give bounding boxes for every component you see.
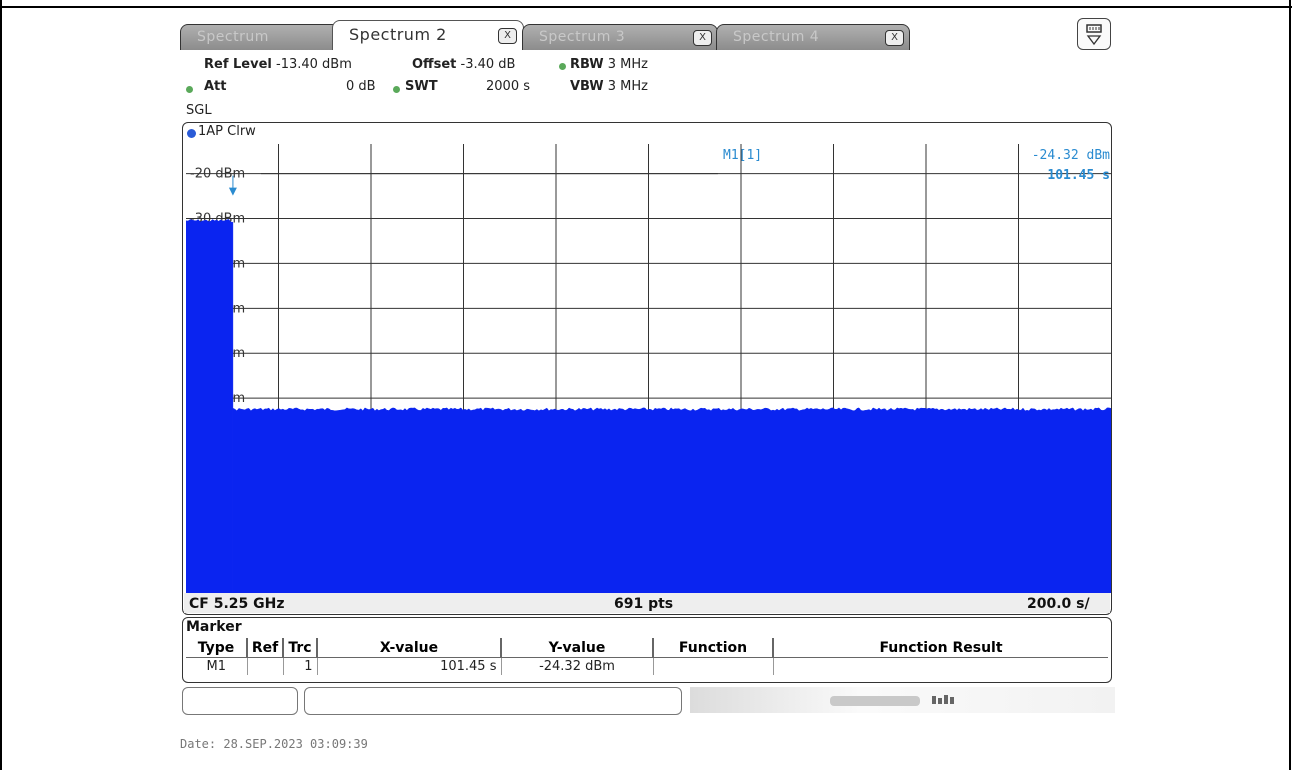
center-frequency: CF 5.25 GHz: [189, 596, 285, 612]
col-function-result: Function Result: [773, 638, 1108, 658]
frame-left-border: [0, 0, 2, 770]
y-tick-label: -20 dBm: [190, 167, 245, 182]
ref-level: Ref Level -13.40 dBm: [204, 57, 352, 72]
trace-segment-0: [186, 219, 234, 593]
close-icon[interactable]: X: [693, 30, 712, 46]
diagram-footer: [184, 593, 1110, 613]
tab-menu-icon: [1086, 24, 1102, 46]
tab-label: Spectrum 2: [349, 25, 447, 44]
frame-top-border: [0, 0, 1292, 8]
status-field-message[interactable]: [304, 687, 682, 715]
offset: Offset -3.40 dB: [412, 57, 516, 72]
col-function: Function: [653, 638, 774, 658]
trace-indicator-icon: [187, 129, 196, 138]
marker-table-title: Marker: [186, 619, 242, 635]
rbw-coupled-icon: [559, 63, 566, 70]
swt-label: SWT: [405, 79, 438, 94]
span-per-div: 200.0 s/: [1027, 596, 1090, 612]
trace-area: [186, 219, 1111, 593]
tab-spectrum-2[interactable]: Spectrum 2 X: [332, 20, 524, 50]
cell-y-value: -24.32 dBm: [501, 657, 654, 675]
sweep-points: 691 pts: [614, 596, 674, 612]
att-value: 0 dB: [346, 79, 376, 94]
capture-date: Date: 28.SEP.2023 03:09:39: [180, 737, 368, 751]
tab-menu-button[interactable]: [1077, 18, 1111, 50]
status-field-left[interactable]: [182, 687, 298, 715]
frame-right-border: [1289, 0, 1291, 770]
cell-x-value: 101.45 s: [317, 657, 502, 675]
marker-table-header: Type Ref Trc X-value Y-value Function Fu…: [186, 638, 1108, 658]
cell-ref: [247, 657, 284, 675]
status-icon: [930, 694, 962, 706]
col-trc: Trc: [283, 638, 318, 658]
marker-readout-time: 101.45 s: [1047, 168, 1110, 183]
col-y-value: Y-value: [501, 638, 654, 658]
tab-bar: Spectrum Spectrum 2 X Spectrum 3 X Spect…: [180, 20, 1115, 50]
cell-trc: 1: [283, 657, 318, 675]
att-label: Att: [204, 79, 227, 94]
swt-coupled-icon: [393, 86, 400, 93]
swt-value: 2000 s: [486, 79, 530, 94]
tab-label: Spectrum 3: [539, 29, 626, 45]
table-row[interactable]: M1 1 101.45 s -24.32 dBm: [186, 657, 1108, 676]
sweep-mode: SGL: [186, 103, 212, 118]
tab-label: Spectrum 4: [733, 29, 820, 45]
col-type: Type: [186, 638, 248, 658]
cell-type: M1: [186, 657, 248, 675]
cell-function-result: [773, 658, 1108, 676]
marker-table: Type Ref Trc X-value Y-value Function Fu…: [186, 638, 1108, 675]
col-x-value: X-value: [317, 638, 502, 658]
progress-indicator: [830, 696, 920, 706]
marker-m1[interactable]: [228, 173, 718, 196]
att-coupled-icon: [186, 86, 193, 93]
trace-segment-1: [232, 407, 1111, 593]
tab-spectrum[interactable]: Spectrum: [180, 24, 340, 50]
trace-label: 1AP Clrw: [198, 124, 256, 139]
tab-spectrum-3[interactable]: Spectrum 3 X: [522, 24, 718, 50]
close-icon[interactable]: X: [885, 30, 904, 46]
diagram-frame: [182, 122, 1112, 615]
marker-readout-level: -24.32 dBm: [1032, 148, 1110, 163]
spectrum-plot[interactable]: -20 dBm-30 dBm-40 dBm-50 dBm-60 dBm-70 d…: [186, 144, 1111, 593]
marker-triangle-icon: [228, 187, 237, 196]
close-icon[interactable]: X: [498, 28, 517, 44]
col-ref: Ref: [247, 638, 284, 658]
marker-readout-name: M1[1]: [723, 148, 762, 163]
marker-table-frame: [182, 617, 1112, 683]
vbw: VBW 3 MHz: [570, 79, 648, 94]
tab-label: Spectrum: [197, 29, 269, 45]
rbw: RBW 3 MHz: [570, 57, 648, 72]
tab-spectrum-4[interactable]: Spectrum 4 X: [716, 24, 910, 50]
cell-function: [653, 657, 774, 675]
